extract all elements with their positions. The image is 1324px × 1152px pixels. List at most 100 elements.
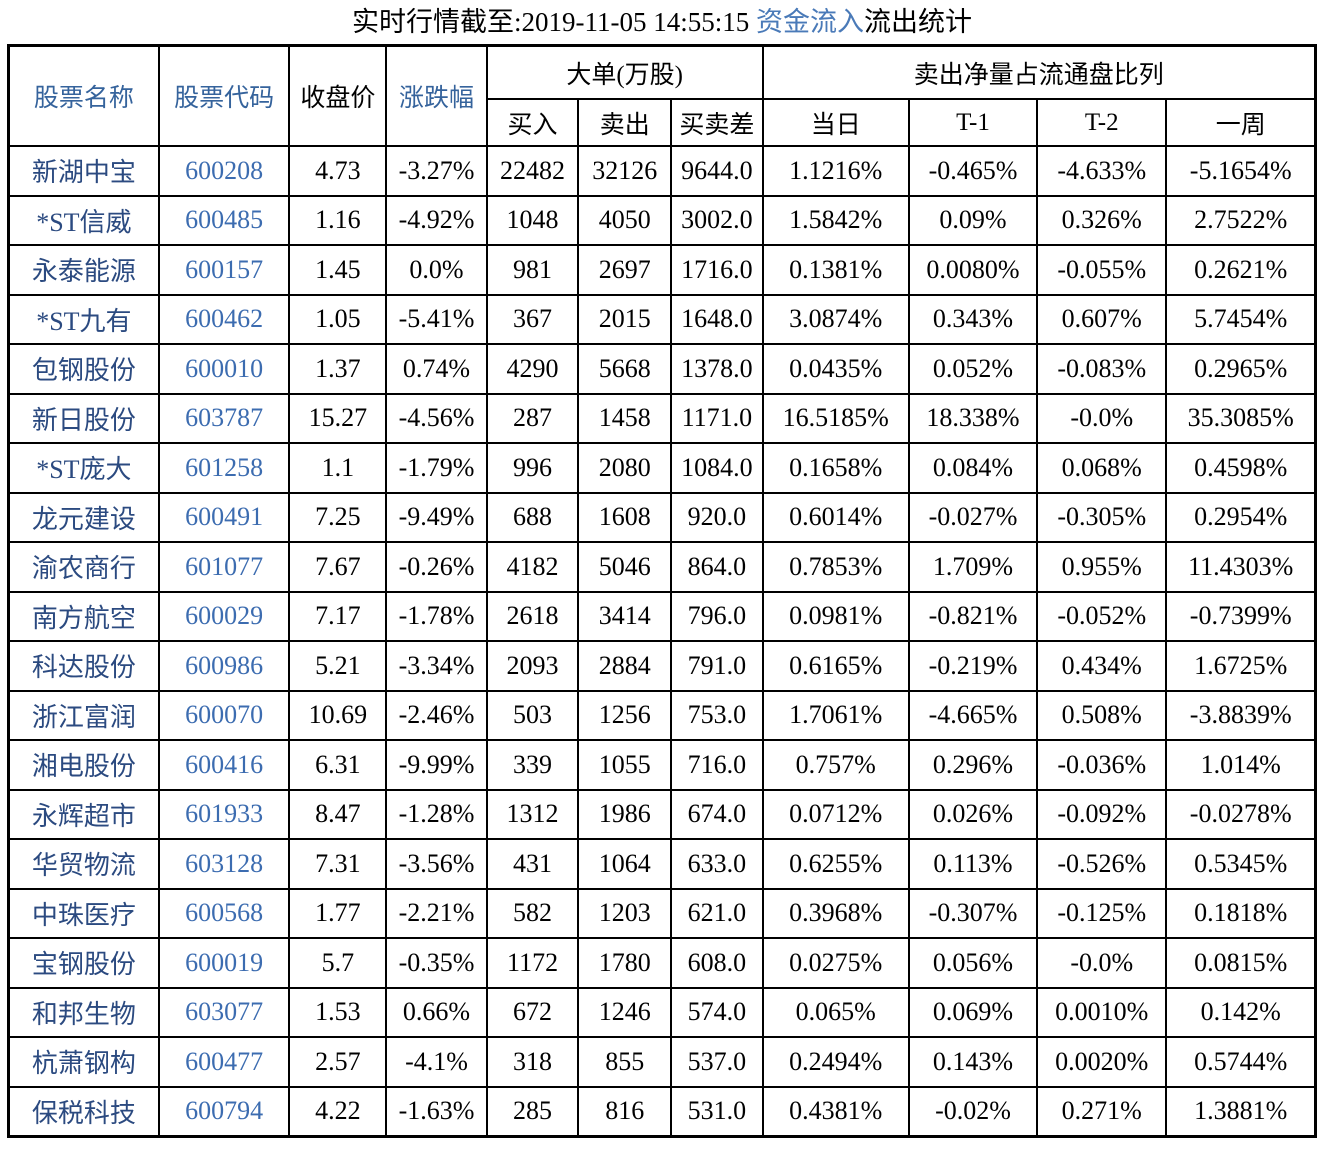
header-buy: 买入 xyxy=(485,98,580,147)
sell-cell: 2080 xyxy=(577,442,673,494)
buy-sell-diff-cell: 621.0 xyxy=(670,887,764,939)
t1-pct-cell: 18.338% xyxy=(907,392,1039,444)
t1-pct-cell: -0.219% xyxy=(907,640,1039,692)
buy-cell: 4182 xyxy=(485,541,580,593)
close-price-cell: 7.17 xyxy=(288,590,388,642)
day-pct-cell: 0.6255% xyxy=(761,838,910,890)
sell-cell: 32126 xyxy=(577,145,673,197)
table-row: 永泰能源 600157 1.45 0.0% 981 2697 1716.0 0.… xyxy=(7,244,1317,296)
stock-name-cell: 杭萧钢构 xyxy=(7,1036,160,1088)
close-price-cell: 10.69 xyxy=(288,689,388,741)
stock-name-cell: 永泰能源 xyxy=(7,244,160,296)
close-price-cell: 5.21 xyxy=(288,640,388,692)
buy-cell: 339 xyxy=(485,739,580,791)
close-price-cell: 4.73 xyxy=(288,145,388,197)
change-pct-cell: 0.66% xyxy=(385,986,488,1038)
buy-cell: 981 xyxy=(485,244,580,296)
buy-cell: 1312 xyxy=(485,788,580,840)
t2-pct-cell: 0.0020% xyxy=(1036,1036,1168,1088)
buy-sell-diff-cell: 753.0 xyxy=(670,689,764,741)
day-pct-cell: 0.1658% xyxy=(761,442,910,494)
week-pct-cell: 0.2621% xyxy=(1165,244,1317,296)
t1-pct-cell: 0.056% xyxy=(907,937,1039,989)
header-group-row: 股票名称 股票代码 收盘价 涨跌幅 大单(万股) 卖出净量占流通盘比列 xyxy=(7,44,1317,147)
buy-sell-diff-cell: 3002.0 xyxy=(670,194,764,246)
week-pct-cell: 2.7522% xyxy=(1165,194,1317,246)
t1-pct-cell: 0.113% xyxy=(907,838,1039,890)
title-prefix: 实时行情截至:2019-11-05 14:55:15 xyxy=(352,7,756,37)
change-pct-cell: -2.46% xyxy=(385,689,488,741)
buy-sell-diff-cell: 537.0 xyxy=(670,1036,764,1088)
sell-cell: 1986 xyxy=(577,788,673,840)
buy-cell: 287 xyxy=(485,392,580,444)
stock-code-cell: 600568 xyxy=(157,887,291,939)
change-pct-cell: -4.1% xyxy=(385,1036,488,1088)
t1-pct-cell: -0.027% xyxy=(907,491,1039,543)
change-pct-cell: -9.99% xyxy=(385,739,488,791)
buy-cell: 503 xyxy=(485,689,580,741)
buy-sell-diff-cell: 674.0 xyxy=(670,788,764,840)
stock-name-cell: 科达股份 xyxy=(7,640,160,692)
t2-pct-cell: 0.326% xyxy=(1036,194,1168,246)
stock-name-cell: 包钢股份 xyxy=(7,343,160,395)
t1-pct-cell: -0.465% xyxy=(907,145,1039,197)
t1-pct-cell: -0.307% xyxy=(907,887,1039,939)
change-pct-cell: -1.28% xyxy=(385,788,488,840)
header-close-price: 收盘价 xyxy=(288,44,388,147)
close-price-cell: 2.57 xyxy=(288,1036,388,1088)
stock-name-cell: 新日股份 xyxy=(7,392,160,444)
table-row: 华贸物流 603128 7.31 -3.56% 431 1064 633.0 0… xyxy=(7,838,1317,890)
t1-pct-cell: 0.052% xyxy=(907,343,1039,395)
header-group-net-sell-ratio: 卖出净量占流通盘比列 xyxy=(761,44,1317,100)
stock-name-cell: 华贸物流 xyxy=(7,838,160,890)
week-pct-cell: 5.7454% xyxy=(1165,293,1317,345)
day-pct-cell: 0.1381% xyxy=(761,244,910,296)
stock-code-cell: 603077 xyxy=(157,986,291,1038)
stock-code-cell: 600477 xyxy=(157,1036,291,1088)
table-row: *ST庞大 601258 1.1 -1.79% 996 2080 1084.0 … xyxy=(7,442,1317,494)
header-sub-row: 买入 卖出 买卖差 当日 T-1 T-2 一周 xyxy=(9,98,1317,147)
buy-cell: 1048 xyxy=(485,194,580,246)
t1-pct-cell: 0.296% xyxy=(907,739,1039,791)
close-price-cell: 15.27 xyxy=(288,392,388,444)
stock-code-cell: 600491 xyxy=(157,491,291,543)
change-pct-cell: -3.56% xyxy=(385,838,488,890)
buy-cell: 2093 xyxy=(485,640,580,692)
header-t1: T-1 xyxy=(907,98,1039,147)
close-price-cell: 1.77 xyxy=(288,887,388,939)
t2-pct-cell: -0.052% xyxy=(1036,590,1168,642)
change-pct-cell: -2.21% xyxy=(385,887,488,939)
day-pct-cell: 0.0275% xyxy=(761,937,910,989)
sell-cell: 1256 xyxy=(577,689,673,741)
day-pct-cell: 0.757% xyxy=(761,739,910,791)
buy-sell-diff-cell: 796.0 xyxy=(670,590,764,642)
change-pct-cell: -3.27% xyxy=(385,145,488,197)
change-pct-cell: -4.56% xyxy=(385,392,488,444)
day-pct-cell: 0.0981% xyxy=(761,590,910,642)
buy-sell-diff-cell: 1716.0 xyxy=(670,244,764,296)
header-day: 当日 xyxy=(761,98,910,147)
t2-pct-cell: 0.434% xyxy=(1036,640,1168,692)
header-buy-sell-diff: 买卖差 xyxy=(670,98,764,147)
buy-sell-diff-cell: 920.0 xyxy=(670,491,764,543)
stock-name-cell: 南方航空 xyxy=(7,590,160,642)
day-pct-cell: 1.5842% xyxy=(761,194,910,246)
close-price-cell: 1.1 xyxy=(288,442,388,494)
stock-code-cell: 600070 xyxy=(157,689,291,741)
title-suffix: 流出统计 xyxy=(864,7,972,37)
sell-cell: 1055 xyxy=(577,739,673,791)
week-pct-cell: -3.8839% xyxy=(1165,689,1317,741)
stock-code-cell: 601258 xyxy=(157,442,291,494)
t1-pct-cell: 0.026% xyxy=(907,788,1039,840)
t2-pct-cell: 0.068% xyxy=(1036,442,1168,494)
day-pct-cell: 0.6014% xyxy=(761,491,910,543)
buy-cell: 688 xyxy=(485,491,580,543)
buy-cell: 431 xyxy=(485,838,580,890)
t2-pct-cell: 0.0010% xyxy=(1036,986,1168,1038)
buy-cell: 367 xyxy=(485,293,580,345)
stock-code-cell: 600208 xyxy=(157,145,291,197)
close-price-cell: 4.22 xyxy=(288,1085,388,1138)
header-group-big-orders: 大单(万股) xyxy=(485,44,764,100)
table-row: 渝农商行 601077 7.67 -0.26% 4182 5046 864.0 … xyxy=(7,541,1317,593)
header-change-pct: 涨跌幅 xyxy=(385,44,488,147)
